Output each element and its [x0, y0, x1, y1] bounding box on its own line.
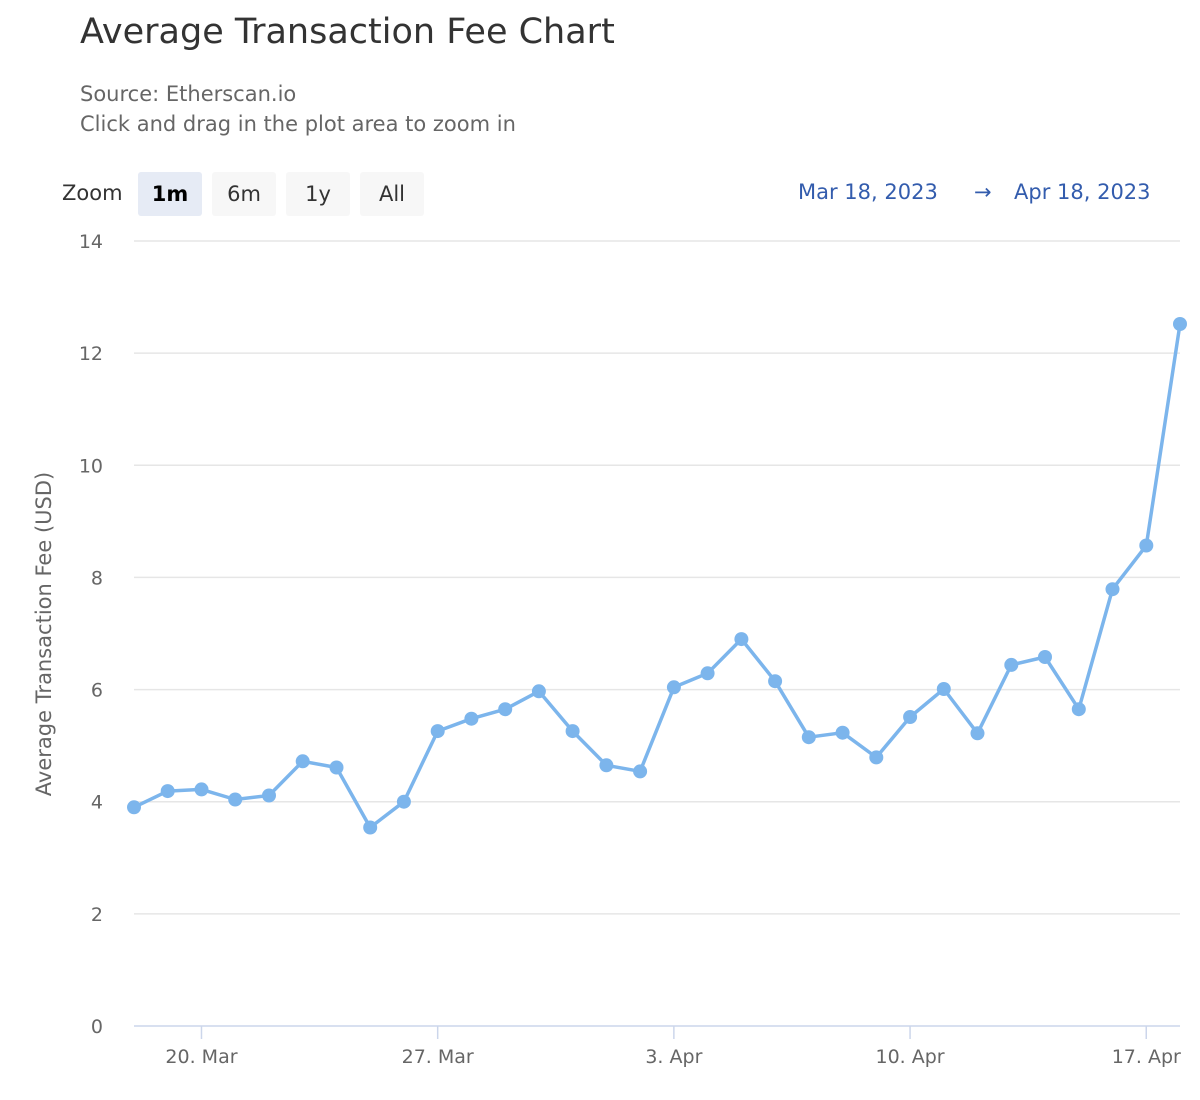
x-tick-label: 20. Mar	[165, 1046, 237, 1068]
data-point	[430, 724, 445, 739]
x-tick-label: 3. Apr	[645, 1046, 702, 1068]
zoom-1m-button[interactable]: 1m	[138, 172, 202, 216]
data-point	[768, 674, 783, 689]
data-point	[1004, 657, 1019, 672]
y-tick-label: 6	[91, 680, 103, 702]
data-point	[396, 794, 411, 809]
x-tick-label: 27. Mar	[402, 1046, 474, 1068]
data-point	[1173, 317, 1187, 331]
zoom-label: Zoom	[62, 181, 123, 205]
data-point	[903, 710, 918, 724]
x-axis: 20. Mar 27. Mar 3. Apr 10. Apr 17. Apr	[134, 1025, 1181, 1068]
y-tick-label: 8	[91, 567, 103, 589]
x-tick-label: 10. Apr	[875, 1046, 944, 1068]
y-axis: 0 2 4 6 8 10 12 14	[79, 231, 103, 1038]
zoom-1y-button[interactable]: 1y	[286, 172, 350, 216]
data-point	[531, 684, 546, 699]
zoom-all-button[interactable]: All	[360, 172, 424, 216]
y-tick-label: 0	[91, 1016, 103, 1038]
data-point	[835, 725, 850, 740]
range-to-date[interactable]: Apr 18, 2023	[1014, 180, 1151, 204]
data-point	[127, 800, 141, 815]
zoom-6m-button[interactable]: 6m	[212, 172, 276, 216]
y-axis-title: Average Transaction Fee (USD)	[32, 472, 56, 796]
y-tick-label: 14	[79, 231, 103, 253]
data-point	[262, 788, 276, 803]
data-point	[329, 760, 344, 775]
series	[127, 317, 1187, 835]
data-point	[363, 820, 378, 835]
data-point	[700, 666, 715, 681]
chart-subtitle-source: Source: Etherscan.io	[80, 82, 297, 106]
data-point	[1071, 702, 1086, 717]
y-tick-label: 10	[79, 455, 103, 477]
data-point	[1139, 538, 1154, 553]
data-point	[666, 680, 681, 695]
data-point	[565, 724, 580, 739]
chart-title: Average Transaction Fee Chart	[80, 12, 615, 52]
data-point	[228, 792, 243, 807]
data-point	[1105, 582, 1120, 597]
chart-subtitle-hint: Click and drag in the plot area to zoom …	[80, 112, 516, 136]
y-tick-label: 2	[91, 904, 103, 926]
data-point	[295, 754, 310, 769]
range-from-date[interactable]: Mar 18, 2023	[798, 180, 938, 204]
range-arrow-icon: →	[974, 180, 992, 204]
data-point	[599, 758, 614, 773]
series-line	[132, 322, 1182, 830]
grid-lines	[134, 240, 1180, 915]
data-point	[869, 750, 884, 765]
data-point	[194, 782, 209, 797]
data-point	[633, 764, 648, 779]
data-point	[160, 784, 175, 799]
data-point	[1038, 650, 1052, 664]
data-point	[936, 682, 951, 696]
data-point	[464, 711, 479, 726]
data-point	[498, 702, 513, 717]
data-point	[970, 726, 985, 741]
data-point	[734, 632, 749, 647]
y-tick-label: 4	[91, 792, 103, 814]
x-tick-label: 17. Apr	[1112, 1046, 1181, 1068]
data-point	[801, 730, 816, 745]
y-tick-label: 12	[79, 343, 103, 365]
